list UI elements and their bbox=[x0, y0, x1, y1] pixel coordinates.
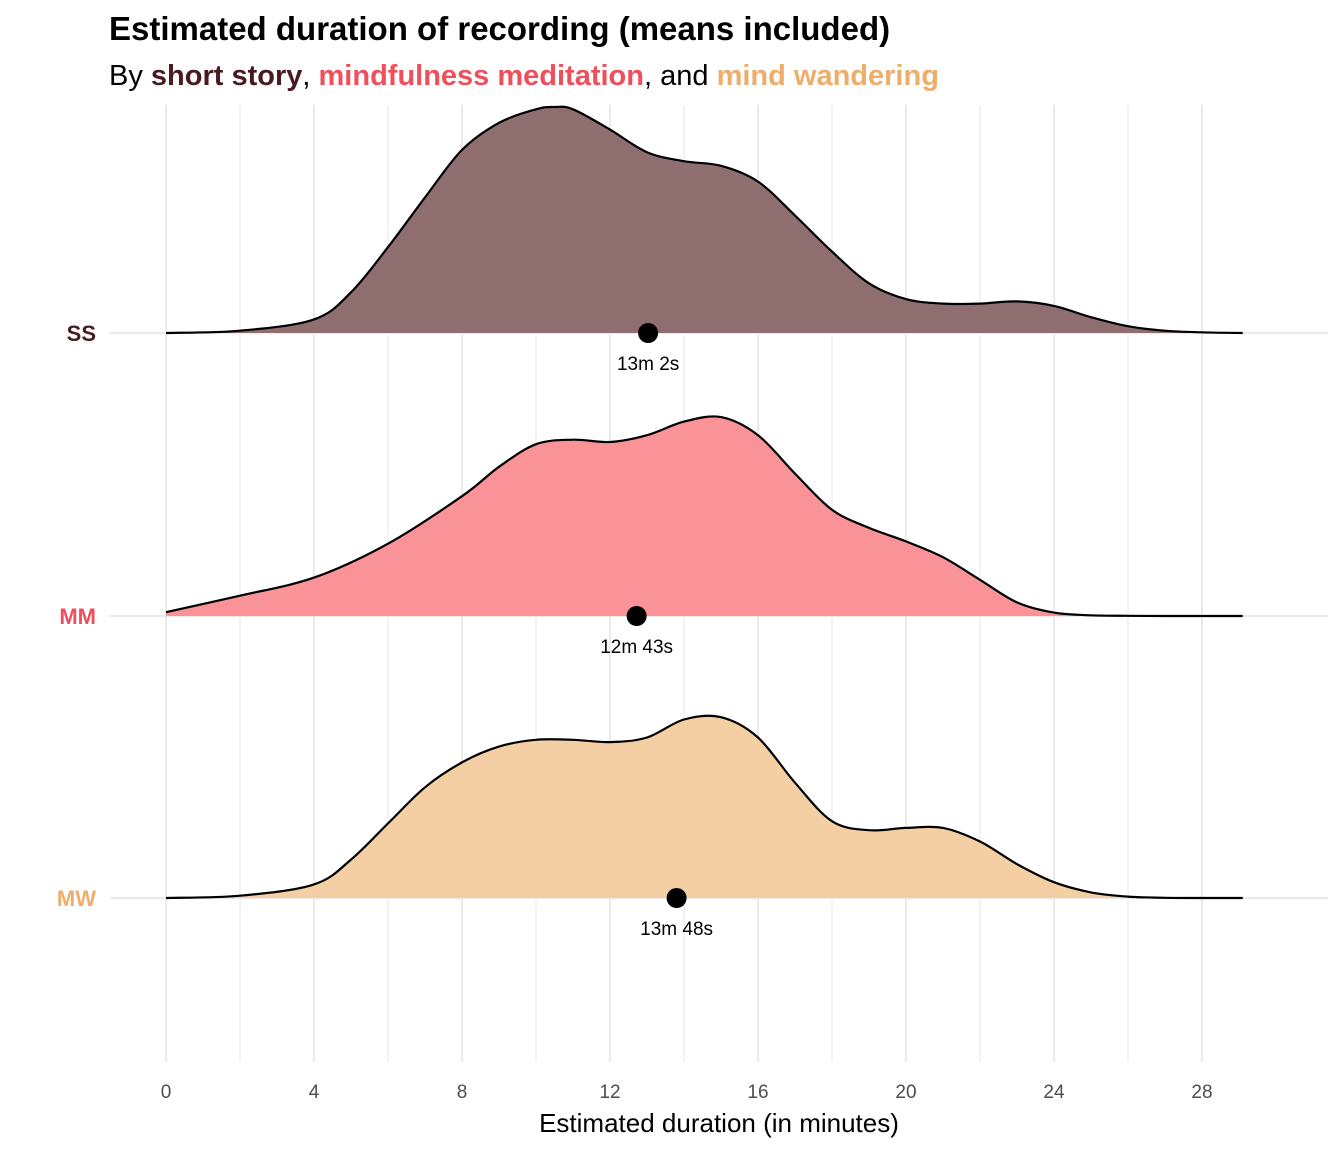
chart-title: Estimated duration of recording (means i… bbox=[109, 10, 891, 47]
x-tick-label: 16 bbox=[747, 1082, 768, 1103]
ridge-area-mw bbox=[166, 715, 1243, 898]
ridges-layer: 13m 2s 12m 43s 13m 48s bbox=[165, 105, 1243, 940]
x-axis-title: Estimated duration (in minutes) bbox=[539, 1108, 899, 1138]
x-tick-label: 8 bbox=[457, 1082, 468, 1103]
ridge-area-mm bbox=[166, 416, 1243, 616]
subtitle-item-short-story: short story bbox=[150, 60, 303, 92]
ridge-line-mw bbox=[165, 714, 1243, 900]
mean-point-mm bbox=[626, 606, 647, 626]
ridge-line-mm bbox=[165, 415, 1243, 618]
x-axis: SS MM MW 0 4 8 12 16 20 24 28 bbox=[57, 321, 1213, 1103]
mean-label-mw: 13m 48s bbox=[640, 919, 713, 940]
x-tick-label: 0 bbox=[161, 1082, 172, 1103]
x-tick-label: 28 bbox=[1191, 1082, 1212, 1103]
x-tick-label: 20 bbox=[895, 1082, 916, 1103]
y-tick-label-ss: SS bbox=[67, 321, 96, 346]
x-tick-label: 12 bbox=[599, 1082, 620, 1103]
x-tick-label: 24 bbox=[1043, 1082, 1065, 1103]
y-tick-label-mw: MW bbox=[57, 886, 96, 911]
mean-point-mw bbox=[666, 888, 687, 908]
subtitle-item-mindfulness-meditation: mindfulness meditation bbox=[318, 60, 644, 92]
subtitle-item-mind-wandering: mind wandering bbox=[716, 60, 939, 92]
y-tick-label-mm: MM bbox=[59, 604, 96, 629]
x-tick-label: 4 bbox=[309, 1082, 320, 1103]
ridge-area-ss bbox=[166, 106, 1243, 334]
ridge-line-ss bbox=[165, 105, 1243, 335]
chart-subtitle: By short story, mindfulness meditation, … bbox=[109, 60, 939, 93]
mean-label-mm: 12m 43s bbox=[600, 637, 673, 658]
subtitle-prefix: By bbox=[109, 60, 151, 92]
subtitle-separator: , and bbox=[644, 60, 717, 92]
mean-label-ss: 13m 2s bbox=[617, 354, 679, 375]
subtitle-separator: , bbox=[302, 60, 319, 92]
mean-point-ss bbox=[638, 323, 659, 343]
